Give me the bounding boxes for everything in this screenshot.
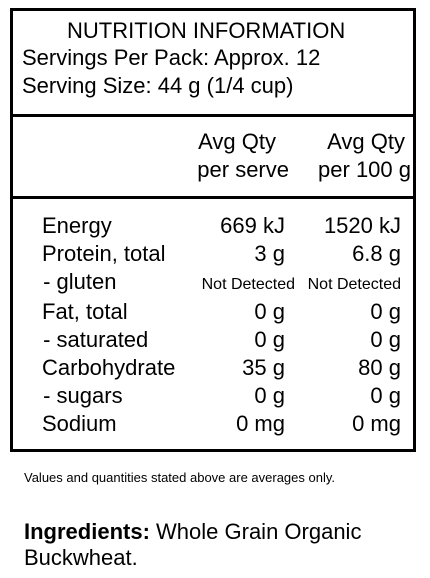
value-per-serve: 0 mg [236,411,285,436]
row-label: Sodium [42,411,117,436]
value-per-serve: 0 g [254,327,285,352]
value-per-100g: 6.8 g [352,241,401,266]
value-per-100g: 0 g [370,299,401,324]
row-label: - saturated [37,327,149,352]
footnote: Values and quantities stated above are a… [24,470,336,485]
nutrition-panel: NUTRITION INFORMATION Servings Per Pack:… [10,8,416,452]
col-head-per-serve-line1: Avg Qty [198,129,276,154]
servings-per-pack: Servings Per Pack: Approx. 12 [22,45,321,70]
header-divider [13,114,413,117]
row-label: - sugars [37,383,123,408]
value-per-serve: Not Detected [201,276,295,293]
row-label: - gluten [37,269,117,294]
columns-divider [13,196,413,199]
row-label: Energy [42,213,112,238]
ingredients-label: Ingredients: [24,519,150,544]
panel-title: NUTRITION INFORMATION [67,18,346,43]
value-per-serve: 3 g [254,241,285,266]
serving-size: Serving Size: 44 g (1/4 cup) [22,73,294,98]
value-per-100g: 0 mg [352,411,401,436]
value-per-100g: 1520 kJ [323,213,401,238]
ingredients-statement: Ingredients: Whole Grain Organic Buckwhe… [24,519,414,572]
value-per-100g: 0 g [370,383,401,408]
col-head-per-100g-line1: Avg Qty [327,129,405,154]
value-per-serve: 35 g [242,355,285,380]
value-per-100g: 0 g [370,327,401,352]
value-per-serve: 0 g [254,383,285,408]
value-per-serve: 669 kJ [220,213,285,238]
row-label: Fat, total [42,299,128,324]
row-label: Protein, total [42,241,166,266]
value-per-100g: Not Detected [307,276,401,293]
col-head-per-100g-line2: per 100 g [318,157,411,182]
col-head-per-serve-line2: per serve [197,157,289,182]
value-per-serve: 0 g [254,299,285,324]
ingredients-text: Whole Grain Organic Buckwheat. [24,519,362,571]
value-per-100g: 80 g [358,355,401,380]
row-label: Carbohydrate [42,355,176,380]
